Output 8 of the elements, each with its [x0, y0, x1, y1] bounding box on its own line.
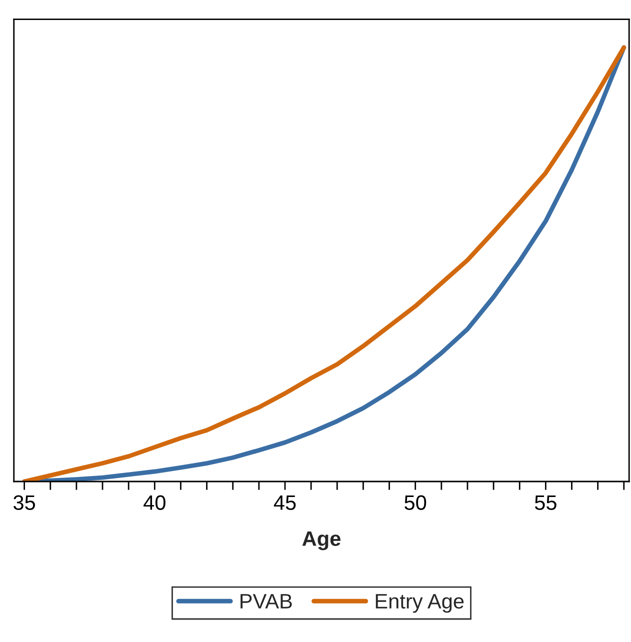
x-tick-label: 35	[14, 495, 36, 510]
x-axis-title: Age	[302, 531, 340, 550]
legend-label: PVAB	[240, 594, 292, 608]
x-tick-label: 55	[534, 495, 556, 510]
x-tick-label: 40	[144, 495, 166, 510]
x-tick-label: 50	[404, 495, 426, 510]
legend-label: Entry Age	[376, 594, 464, 613]
x-tick-label: 45	[274, 495, 296, 510]
